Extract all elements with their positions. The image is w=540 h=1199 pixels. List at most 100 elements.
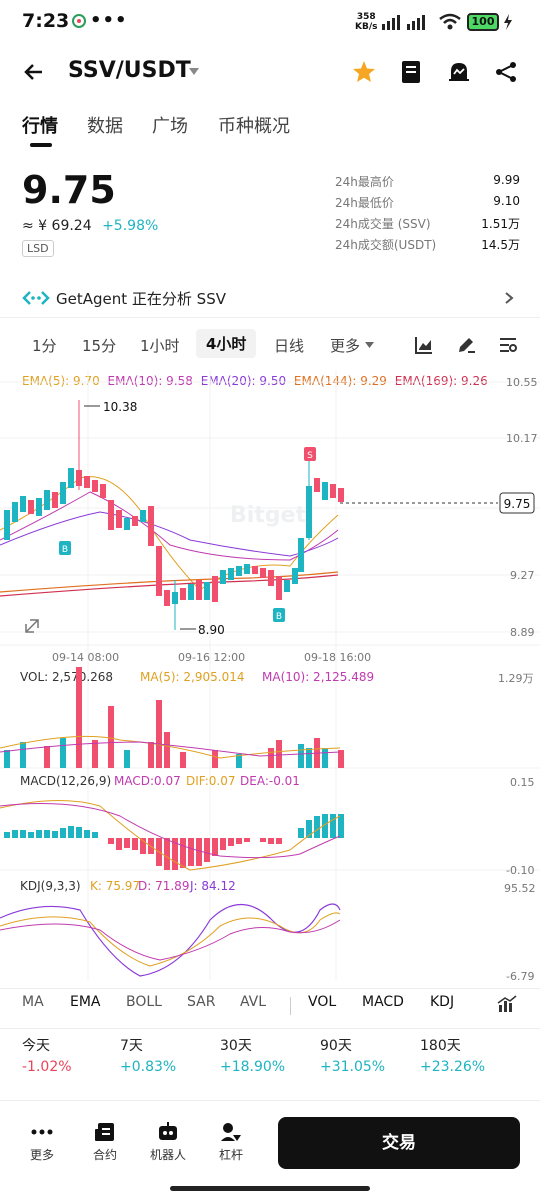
status-time: 7:23 [22,10,70,32]
fiat-price: ≈ ¥ 69.24 [22,218,92,234]
stat-row: 24h成交量 (SSV) 1.51万 [335,217,520,231]
macd-dea: DEA:-0.01 [240,774,300,788]
last-price: 9.75 [22,168,116,212]
stat-row: 24h最低价 9.10 [335,194,520,210]
top-bar: SSV/USDT [0,48,540,96]
indicator-divider [290,997,291,1015]
kdj-j: J: 84.12 [189,879,236,893]
vol-axis-top: 1.29万 [498,672,534,685]
indicator-tabs: MA EMA BOLL SAR AVL VOL MACD KDJ [0,988,540,1018]
indicator-vol[interactable]: VOL [308,994,337,1010]
tab-coin-overview[interactable]: 币种概况 [218,116,290,137]
vol-ma10-legend: MA(10): 2,125.489 [262,670,374,684]
signal-icon [382,15,425,30]
indicator-macd[interactable]: MACD [362,994,404,1010]
share-icon[interactable] [494,60,518,84]
perf-today: 今天 -1.02% [22,1038,72,1075]
trading-pair-title[interactable]: SSV/USDT [68,58,191,83]
sell-marker [304,447,316,461]
interval-bar: 1分 15分 1小时 4小时 日线 更多 [0,325,540,365]
ema-legend: EMA(5): 9.70 EMA(10): 9.58 EMA(20): 9.50… [22,374,488,388]
indicator-kdj[interactable]: KDJ [430,994,455,1010]
performance-strip: 今天 -1.02% 7天 +0.83% 30天 +18.90% 90天 +31.05% … [0,1028,540,1084]
more-dropdown-icon [365,342,374,348]
macd-value: MACD:0.07 [114,774,181,788]
axis-label: 9.27 [510,569,535,582]
macd-legend: MACD(12,26,9) [20,774,111,788]
kdj-k: K: 75.97 [90,879,140,893]
fullscreen-icon[interactable] [25,619,39,633]
kdj-axis-bottom: -6.79 [506,970,534,980]
charging-icon [504,14,512,30]
stat-row: 24h最高价 9.99 [335,173,520,189]
notes-book-icon[interactable] [400,60,422,84]
indicator-ma[interactable]: MA [22,994,44,1010]
low-marker-label: 8.90 [198,623,225,637]
vol-legend: VOL: 2,570.268 [20,670,113,684]
indicator-boll[interactable]: BOLL [126,994,162,1010]
getagent-logo-icon [22,291,50,305]
ema-10: EMA(10): 9.58 [107,374,193,388]
stat-row: 24h成交额(USDT) 14.5万 [335,238,520,252]
interval-1d[interactable]: 日线 [274,337,305,355]
indicator-ema[interactable]: EMA [70,994,101,1010]
interval-1m[interactable]: 1分 [32,337,57,355]
status-bar: 7:23 ••• 358 KB/s 100 [0,0,540,44]
futures-icon [95,1123,114,1141]
interval-4h[interactable]: 4小时 [196,329,257,358]
more-dots-icon [31,1129,53,1135]
interval-more[interactable]: 更多 [330,337,361,355]
bottom-more[interactable]: 更多 [17,1121,67,1163]
network-speed: 358 KB/s [355,12,378,32]
high-marker-label: 10.38 [103,400,137,414]
tab-data[interactable]: 数据 [87,116,123,137]
back-arrow-icon[interactable] [22,60,46,84]
svg-text:S: S [307,451,313,461]
axis-label: 10.17 [506,432,538,445]
chart-type-icon[interactable] [414,335,434,355]
time-label: 09-16 12:00 [178,651,245,664]
pair-dropdown-icon[interactable] [189,68,199,76]
chart-watermark: Bitget [230,503,306,528]
perf-180d: 180天 +23.26% [420,1038,486,1075]
kline-chart[interactable]: Bitget 10.55 10.17 9.27 8.89 10.38 8.90 [0,370,540,980]
last-price-marker: 9.75 [504,497,531,511]
bottom-bots[interactable]: 机器人 [143,1121,193,1163]
time-label: 09-18 16:00 [304,651,371,664]
category-tag[interactable]: LSD [22,240,54,257]
chart-settings-icon[interactable] [498,335,518,355]
svg-text:B: B [276,612,282,622]
tab-market[interactable]: 行情 [22,116,58,137]
ema-144: EMA(144): 9.29 [293,374,387,388]
price-fiat-line: ≈ ¥ 69.24 +5.98% [22,218,158,234]
home-indicator [170,1186,370,1191]
getagent-banner[interactable]: GetAgent 正在分析 SSV [0,278,540,318]
perf-90d: 90天 +31.05% [320,1038,386,1075]
macd-axis-top: 0.15 [510,776,535,789]
bottom-bar: 更多 合约 机器人 杠杆 交易 [0,1100,540,1190]
perf-7d: 7天 +0.83% [120,1038,177,1075]
interval-1h[interactable]: 1小时 [140,337,180,355]
perf-30d: 30天 +18.90% [220,1038,286,1075]
bottom-margin[interactable]: 杠杆 [206,1121,256,1163]
interval-15m[interactable]: 15分 [82,337,117,355]
trade-button[interactable]: 交易 [278,1117,520,1169]
app-notification-icon [72,14,86,28]
indicator-avl[interactable]: AVL [240,994,267,1010]
indicator-settings-icon[interactable] [497,995,517,1013]
price-change: +5.98% [102,218,159,234]
price-alert-bell-icon[interactable] [447,60,471,84]
volume-bars [4,667,344,768]
indicator-sar[interactable]: SAR [187,994,216,1010]
favorite-star-icon[interactable] [352,60,376,84]
axis-label: 8.89 [510,626,535,639]
tab-square[interactable]: 广场 [152,116,188,137]
kdj-d: D: 71.89 [138,879,189,893]
kdj-legend: KDJ(9,3,3) [20,879,81,893]
status-more-dots: ••• [90,10,128,31]
main-tabs: 行情 数据 广场 币种概况 [0,108,540,148]
bottom-futures[interactable]: 合约 [80,1121,130,1163]
macd-dif: DIF:0.07 [186,774,236,788]
axis-label: 10.55 [506,376,538,389]
drawing-tool-icon[interactable] [456,335,476,355]
